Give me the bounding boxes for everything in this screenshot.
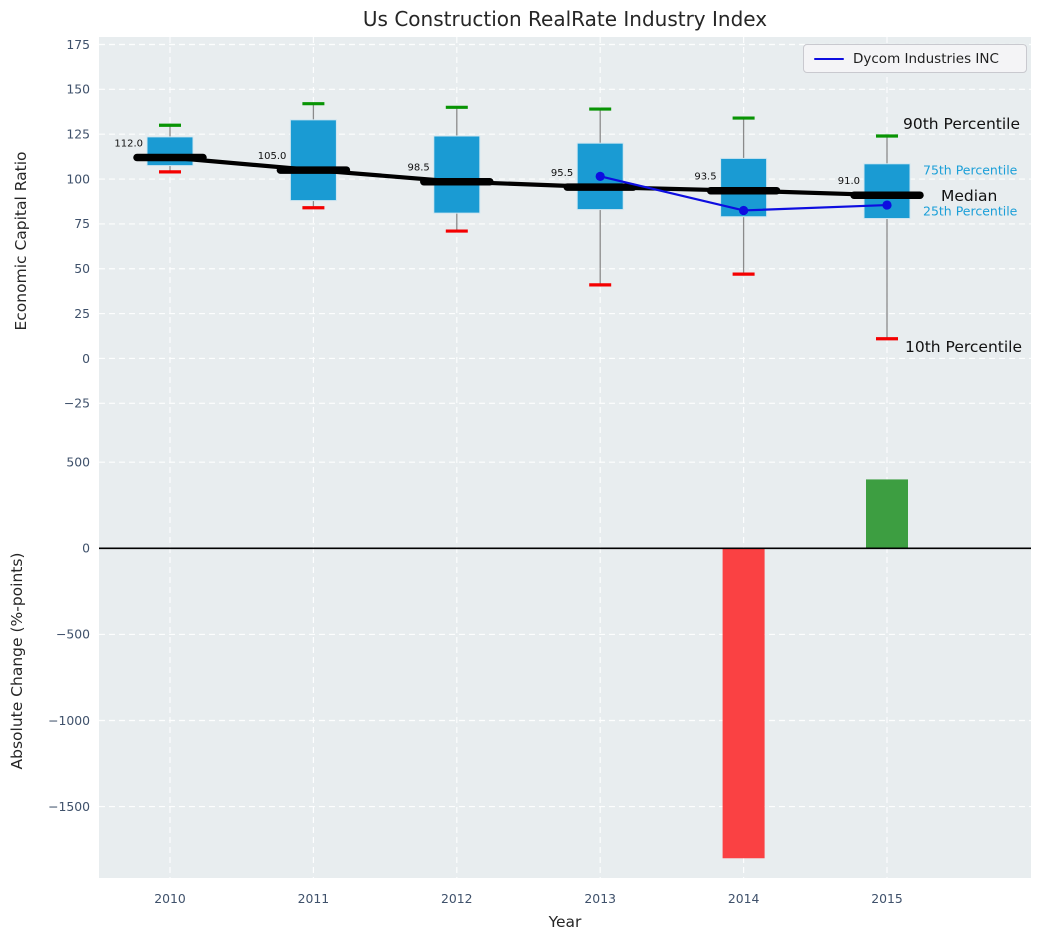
median-value-label: 95.5 — [551, 168, 573, 179]
iqr-box-2011 — [289, 119, 337, 202]
xtick-label: 2014 — [728, 891, 760, 906]
top-ytick-label: 125 — [66, 127, 90, 142]
bottom-ytick-label: −500 — [56, 627, 90, 642]
annotation-median: Median — [941, 187, 998, 205]
dycom-point — [882, 200, 892, 210]
xtick-label: 2010 — [154, 891, 186, 906]
top-ytick-label: 50 — [74, 261, 90, 276]
median-value-label: 98.5 — [408, 163, 430, 174]
iqr-box-2015 — [863, 163, 911, 220]
dycom-point — [595, 171, 605, 181]
top-ytick-label: 150 — [66, 82, 90, 97]
top-ytick-label: 100 — [66, 171, 90, 186]
iqr-box-2012 — [433, 135, 481, 214]
annotation-90th-percentile: 90th Percentile — [903, 115, 1021, 133]
xtick-label: 2015 — [871, 891, 903, 906]
top-ytick-label: 25 — [74, 306, 90, 321]
dycom-point — [739, 205, 749, 216]
annotation-75th-percentile: 75th Percentile — [923, 162, 1018, 178]
bottom-ytick-label: 500 — [66, 455, 90, 470]
xtick-label: 2013 — [584, 891, 616, 906]
xtick-label: 2011 — [298, 891, 330, 906]
legend-series-label: Dycom Industries INC — [853, 50, 999, 67]
x-axis-label: Year — [548, 913, 582, 931]
bottom-ytick-label: −1500 — [48, 799, 90, 814]
legend-line-sample-icon — [814, 57, 844, 60]
median-value-label: 93.5 — [694, 172, 716, 183]
change-bar-2014 — [722, 548, 765, 859]
median-value-label: 105.0 — [258, 151, 287, 162]
bottom-ytick-label: −1000 — [48, 713, 90, 728]
median-value-label: 91.0 — [838, 176, 860, 187]
xtick-label: 2012 — [441, 891, 473, 906]
iqr-box-2010 — [146, 136, 194, 167]
median-value-label: 112.0 — [114, 139, 143, 150]
annotation-25th-percentile: 25th Percentile — [923, 203, 1018, 219]
upper-plot-area — [99, 37, 1031, 445]
annotation-10th-percentile: 10th Percentile — [905, 338, 1023, 356]
legend: Dycom Industries INC — [803, 44, 1027, 73]
top-ytick-label: 75 — [74, 216, 90, 231]
top-ytick-label: 0 — [82, 351, 90, 366]
bottom-y-axis-label: Absolute Change (%-points) — [8, 552, 26, 770]
change-bar-2015 — [866, 479, 908, 549]
bottom-ytick-label: 0 — [82, 541, 90, 556]
top-ytick-label: −25 — [64, 396, 90, 411]
top-ytick-label: 175 — [66, 37, 90, 52]
top-y-axis-label: Economic Capital Ratio — [12, 151, 30, 331]
chart-title: Us Construction RealRate Industry Index — [362, 7, 768, 31]
